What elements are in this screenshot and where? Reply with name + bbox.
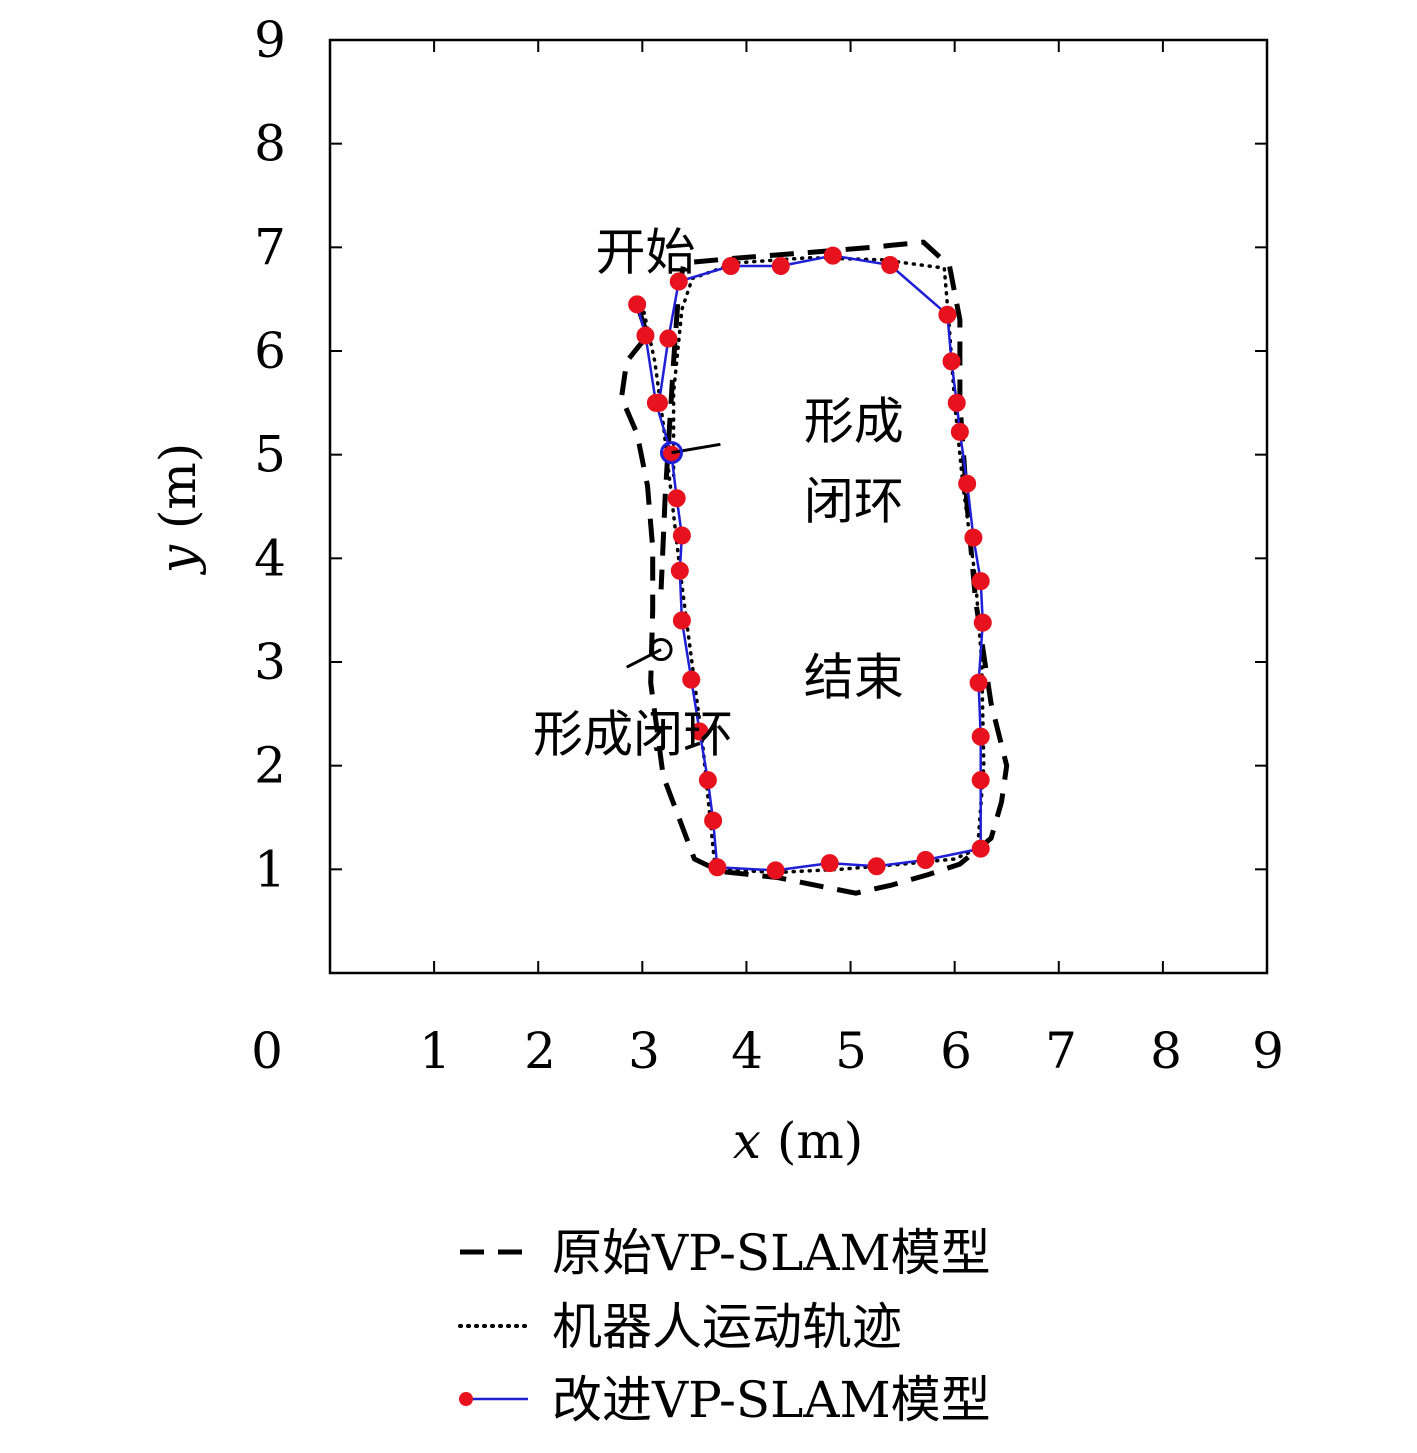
- leader-line: [671, 442, 721, 455]
- series-layer: [619, 239, 1010, 896]
- series-point: [971, 839, 990, 858]
- x-tick-label: 1: [419, 1022, 451, 1080]
- y-tick-label: 4: [254, 529, 286, 587]
- legend-label-1: 原始VP-SLAM模型: [552, 1224, 991, 1282]
- series-point: [698, 771, 717, 790]
- series-point: [942, 352, 961, 371]
- series-point: [708, 858, 727, 877]
- series-line-3: [635, 254, 985, 872]
- y-tick-label: 6: [254, 322, 286, 380]
- series-point: [971, 727, 990, 746]
- series-point: [766, 861, 785, 880]
- annotation: 形成闭环: [533, 706, 733, 764]
- y-tick-label: 3: [254, 633, 286, 691]
- series-point: [670, 561, 689, 580]
- loop-closure-marker: [649, 638, 673, 662]
- y-axis-title: y (m): [149, 443, 207, 576]
- series-point: [636, 326, 655, 345]
- series-point: [690, 722, 709, 741]
- series-point: [950, 422, 969, 441]
- series-point: [682, 670, 701, 689]
- series-point: [971, 572, 990, 591]
- series-point: [916, 851, 935, 870]
- x-tick-label: 0: [251, 1022, 283, 1080]
- series-point: [672, 611, 691, 630]
- series-point: [672, 526, 691, 545]
- y-tick-label: 2: [254, 737, 286, 795]
- x-tick-label: 4: [731, 1022, 763, 1080]
- y-tick-label: 7: [254, 218, 286, 276]
- plot-frame: [328, 38, 1269, 975]
- series-point: [947, 393, 966, 412]
- legend-label-2: 机器人运动轨迹: [552, 1298, 902, 1356]
- y-tick-label: 9: [254, 11, 286, 69]
- series-point: [649, 393, 668, 412]
- y-tick-label: 8: [254, 115, 286, 173]
- legend-marker: [459, 1392, 473, 1406]
- series-point: [669, 272, 688, 291]
- series-point: [969, 673, 988, 692]
- series-line-2: [640, 255, 986, 875]
- series-point: [964, 528, 983, 547]
- annotation: 形成: [804, 392, 904, 450]
- x-tick-label: 8: [1150, 1022, 1182, 1080]
- series-point: [971, 771, 990, 790]
- series-point: [958, 474, 977, 493]
- axis-ticks: [330, 40, 1267, 973]
- series-point: [881, 255, 900, 274]
- series-point: [771, 256, 790, 275]
- series-point: [820, 854, 839, 873]
- annotation: 结束: [804, 649, 904, 707]
- series-point: [659, 329, 678, 348]
- series-point: [721, 256, 740, 275]
- series-point: [823, 246, 842, 265]
- series-point: [973, 613, 992, 632]
- series-line-1: [619, 239, 1010, 896]
- series-point: [938, 305, 957, 324]
- legend-label-3: 改进VP-SLAM模型: [552, 1371, 991, 1429]
- x-axis-title: x (m): [733, 1112, 864, 1170]
- x-tick-label: 6: [940, 1022, 972, 1080]
- x-tick-label: 9: [1252, 1022, 1284, 1080]
- y-tick-label: 1: [254, 840, 286, 898]
- series-point: [667, 489, 686, 508]
- x-tick-label: 2: [524, 1022, 556, 1080]
- x-tick-label: 5: [835, 1022, 867, 1080]
- annotation: 闭环: [804, 472, 904, 530]
- annotation: 开始: [595, 224, 695, 282]
- x-tick-label: 3: [628, 1022, 660, 1080]
- loop-closure-marker: [659, 441, 683, 465]
- series-point: [704, 811, 723, 830]
- x-tick-label: 7: [1045, 1022, 1077, 1080]
- series-point: [628, 295, 647, 314]
- tick-labels: 0 1 2 3 4 5 6 7 8 9 1 2 3 4 5 6 7 8 9: [251, 11, 1284, 1080]
- y-tick-label: 5: [254, 426, 286, 484]
- loop-markers: [626, 441, 721, 669]
- leader-line: [626, 648, 662, 669]
- series-point: [867, 857, 886, 876]
